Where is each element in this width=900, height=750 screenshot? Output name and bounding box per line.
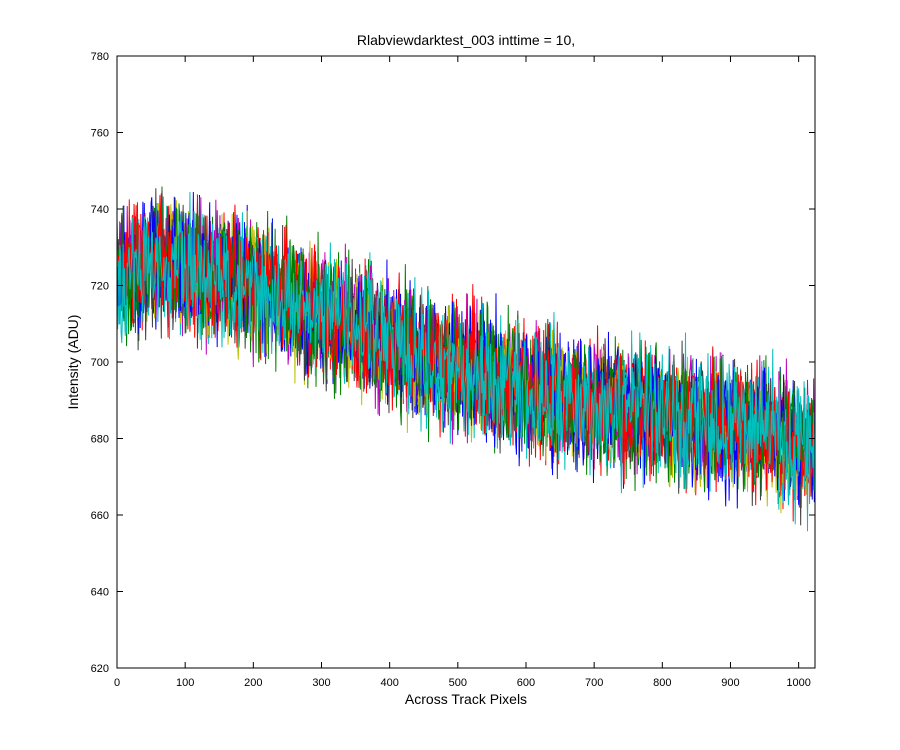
x-tick-label: 0 — [114, 677, 120, 689]
x-tick-label: 100 — [176, 677, 194, 689]
y-tick-label: 760 — [91, 128, 109, 140]
y-tick-label: 620 — [91, 663, 109, 675]
chart-title: Rlabviewdarktest_003 inttime = 10, — [357, 32, 575, 48]
y-tick-label: 720 — [91, 281, 109, 293]
x-tick-label: 200 — [244, 677, 262, 689]
x-tick-label: 400 — [380, 677, 398, 689]
x-tick-label: 600 — [517, 677, 535, 689]
x-tick-label: 300 — [312, 677, 330, 689]
series-layer — [116, 186, 816, 532]
y-tick-label: 700 — [91, 357, 109, 369]
y-tick-label: 740 — [91, 204, 109, 216]
y-axis-label: Intensity (ADU) — [65, 315, 81, 410]
y-tick-label: 660 — [91, 510, 109, 522]
x-tick-label: 500 — [449, 677, 467, 689]
y-tick-label: 640 — [91, 587, 109, 599]
y-tick-label: 680 — [91, 434, 109, 446]
x-tick-label: 1000 — [786, 677, 810, 689]
x-tick-label: 800 — [653, 677, 671, 689]
y-axis: 620 640 660 680 700 720 740 760 780 — [91, 51, 815, 675]
x-tick-label: 900 — [721, 677, 739, 689]
x-axis-label: Across Track Pixels — [405, 691, 527, 707]
x-tick-label: 700 — [585, 677, 603, 689]
y-tick-label: 780 — [91, 51, 109, 63]
x-axis: 0 100 200 300 400 500 600 700 800 900 1000 — [114, 56, 811, 689]
series-line — [116, 191, 816, 532]
